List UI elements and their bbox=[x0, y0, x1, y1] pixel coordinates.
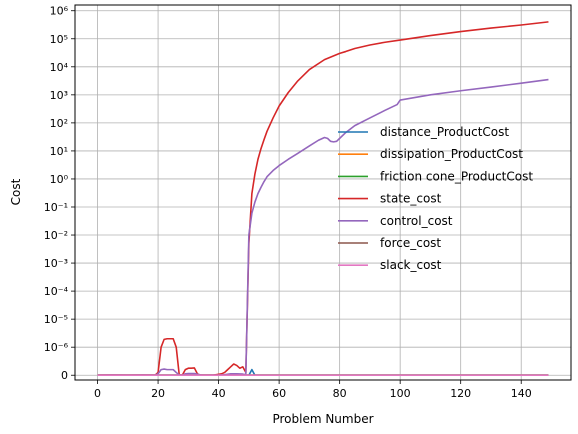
x-tick-label: 60 bbox=[272, 387, 286, 400]
x-tick-label: 20 bbox=[151, 387, 165, 400]
y-tick-label: 10⁻² bbox=[44, 229, 68, 242]
y-tick-label: 10² bbox=[50, 117, 68, 130]
series-line-state-cost bbox=[97, 21, 549, 377]
x-tick-label: 80 bbox=[333, 387, 347, 400]
x-tick-label: 140 bbox=[511, 387, 532, 400]
y-tick-label: 10⁶ bbox=[50, 5, 69, 18]
y-tick-label: 10⁴ bbox=[50, 61, 69, 74]
x-axis: 0 20 40 60 80 100 120 140 bbox=[94, 380, 532, 400]
series-line-control-cost bbox=[97, 78, 549, 377]
y-tick-label: 0 bbox=[61, 369, 68, 382]
axes-frame bbox=[74, 4, 572, 381]
x-tick-label: 120 bbox=[450, 387, 471, 400]
y-tick-label: 10⁰ bbox=[50, 173, 69, 186]
y-tick-label: 10⁻⁵ bbox=[44, 313, 68, 326]
y-tick-label: 10⁻³ bbox=[44, 257, 68, 270]
y-tick-label: 10⁻⁴ bbox=[44, 285, 69, 298]
x-tick-label: 0 bbox=[94, 387, 101, 400]
y-tick-label: 10⁵ bbox=[50, 33, 68, 46]
y-tick-label: 10¹ bbox=[50, 145, 68, 158]
legend-label: friction cone_ProductCost bbox=[380, 169, 533, 183]
grid bbox=[75, 5, 571, 380]
legend-label: force_cost bbox=[380, 236, 441, 250]
x-axis-label: Problem Number bbox=[272, 412, 373, 426]
x-tick-label: 40 bbox=[212, 387, 226, 400]
y-axis: 0 10⁻⁶ 10⁻⁵ 10⁻⁴ 10⁻³ 10⁻² 10⁻¹ 10⁰ 10¹ 10² 10³ 10⁴… bbox=[44, 5, 75, 382]
y-axis-label: Cost bbox=[9, 178, 23, 205]
legend-label: slack_cost bbox=[380, 258, 442, 272]
legend-label: dissipation_ProductCost bbox=[380, 147, 523, 161]
y-tick-label: 10⁻¹ bbox=[44, 201, 68, 214]
plot-area bbox=[97, 21, 549, 377]
legend-label: state_cost bbox=[380, 192, 442, 206]
legend-label: distance_ProductCost bbox=[380, 125, 509, 139]
y-tick-label: 10⁻⁶ bbox=[44, 341, 69, 354]
x-tick-label: 100 bbox=[390, 387, 411, 400]
legend-label: control_cost bbox=[380, 214, 453, 228]
y-tick-label: 10³ bbox=[50, 89, 68, 102]
legend: distance_ProductCost dissipation_ProductC… bbox=[338, 125, 533, 272]
